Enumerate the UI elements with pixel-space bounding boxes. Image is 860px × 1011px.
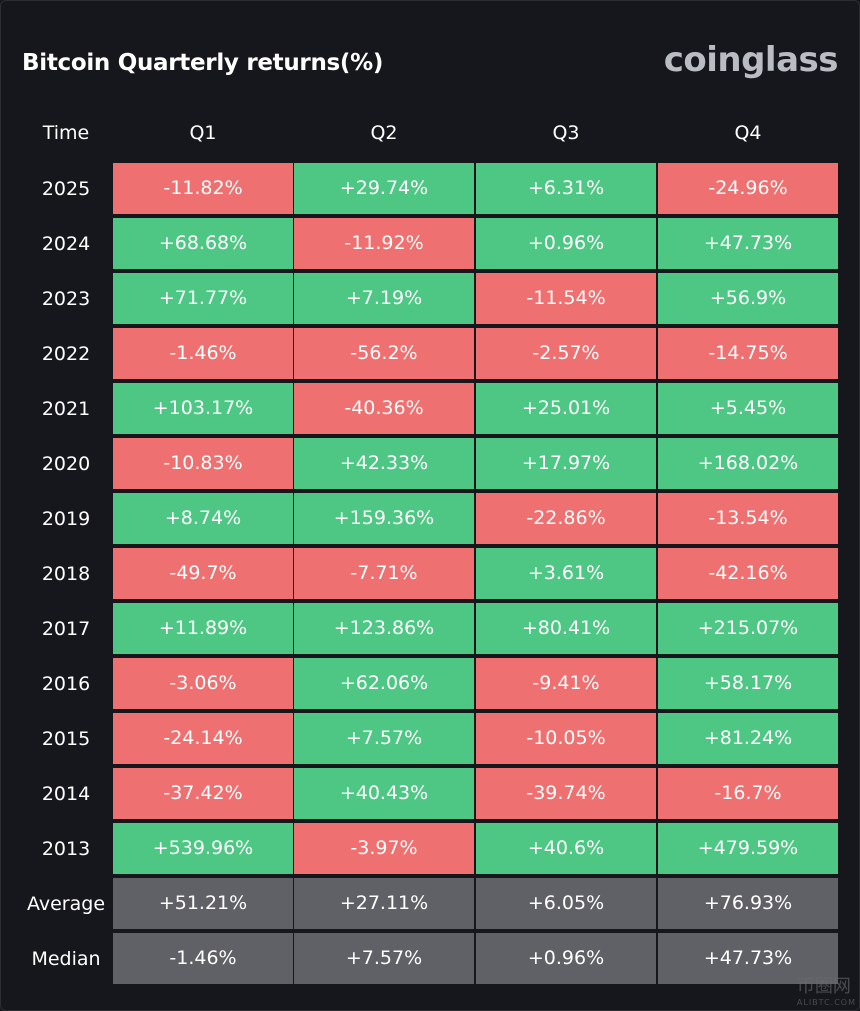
- column-header: Time: [42, 122, 90, 144]
- return-cell: -56.2%: [294, 328, 474, 379]
- return-cell: -10.05%: [476, 713, 656, 764]
- year-label: 2019: [41, 508, 91, 530]
- return-cell: +103.17%: [113, 383, 293, 434]
- return-cell: +539.96%: [113, 823, 293, 874]
- column-header: Q3: [552, 122, 580, 144]
- return-cell: +3.61%: [476, 548, 656, 599]
- year-label: 2015: [41, 728, 91, 750]
- return-cell: -24.14%: [113, 713, 293, 764]
- summary-cell: +51.21%: [113, 878, 293, 929]
- return-cell: +123.86%: [294, 603, 474, 654]
- return-cell: +80.41%: [476, 603, 656, 654]
- year-label: 2022: [41, 343, 91, 365]
- summary-row-label: Average: [26, 893, 106, 915]
- return-cell: +58.17%: [658, 658, 838, 709]
- return-cell: +0.96%: [476, 218, 656, 269]
- year-label: 2018: [41, 563, 91, 585]
- return-cell: +68.68%: [113, 218, 293, 269]
- return-cell: -11.54%: [476, 273, 656, 324]
- return-cell: -49.7%: [113, 548, 293, 599]
- return-cell: +6.31%: [476, 163, 656, 214]
- return-cell: +25.01%: [476, 383, 656, 434]
- return-cell: -11.82%: [113, 163, 293, 214]
- summary-cell: +27.11%: [294, 878, 474, 929]
- year-label: 2016: [41, 673, 91, 695]
- summary-cell: -1.46%: [113, 933, 293, 984]
- return-cell: -3.97%: [294, 823, 474, 874]
- column-header: Q1: [189, 122, 217, 144]
- column-header: Q2: [370, 122, 398, 144]
- watermark: 币圈网 ALIBTC.COM: [797, 972, 856, 1007]
- return-cell: +168.02%: [658, 438, 838, 489]
- return-cell: -3.06%: [113, 658, 293, 709]
- return-cell: +81.24%: [658, 713, 838, 764]
- return-cell: -11.92%: [294, 218, 474, 269]
- return-cell: +62.06%: [294, 658, 474, 709]
- watermark-sub: ALIBTC.COM: [796, 998, 856, 1007]
- watermark-text: 币圈网: [796, 976, 851, 997]
- column-header: Q4: [734, 122, 762, 144]
- return-cell: +7.19%: [294, 273, 474, 324]
- year-label: 2021: [41, 398, 91, 420]
- return-cell: -1.46%: [113, 328, 293, 379]
- year-label: 2013: [41, 838, 91, 860]
- year-label: 2024: [41, 233, 91, 255]
- return-cell: +71.77%: [113, 273, 293, 324]
- return-cell: +7.57%: [294, 713, 474, 764]
- return-cell: -22.86%: [476, 493, 656, 544]
- return-cell: +42.33%: [294, 438, 474, 489]
- return-cell: +159.36%: [294, 493, 474, 544]
- summary-cell: +6.05%: [476, 878, 656, 929]
- return-cell: +40.6%: [476, 823, 656, 874]
- summary-cell: +0.96%: [476, 933, 656, 984]
- return-cell: +17.97%: [476, 438, 656, 489]
- return-cell: +11.89%: [113, 603, 293, 654]
- return-cell: -42.16%: [658, 548, 838, 599]
- return-cell: -14.75%: [658, 328, 838, 379]
- return-cell: -9.41%: [476, 658, 656, 709]
- summary-row-label: Median: [31, 948, 101, 970]
- return-cell: -37.42%: [113, 768, 293, 819]
- brand-logo: coinglass: [663, 40, 839, 80]
- return-cell: +40.43%: [294, 768, 474, 819]
- return-cell: -10.83%: [113, 438, 293, 489]
- chart-title: Bitcoin Quarterly returns(%): [22, 50, 384, 76]
- return-cell: -13.54%: [658, 493, 838, 544]
- year-label: 2020: [41, 453, 91, 475]
- return-cell: +29.74%: [294, 163, 474, 214]
- summary-cell: +76.93%: [658, 878, 838, 929]
- return-cell: -39.74%: [476, 768, 656, 819]
- year-label: 2017: [41, 618, 91, 640]
- summary-cell: +47.73%: [658, 933, 838, 984]
- return-cell: +5.45%: [658, 383, 838, 434]
- return-cell: -2.57%: [476, 328, 656, 379]
- year-label: 2025: [41, 178, 91, 200]
- return-cell: +215.07%: [658, 603, 838, 654]
- return-cell: -16.7%: [658, 768, 838, 819]
- year-label: 2014: [41, 783, 91, 805]
- year-label: 2023: [41, 288, 91, 310]
- return-cell: -40.36%: [294, 383, 474, 434]
- return-cell: +8.74%: [113, 493, 293, 544]
- summary-cell: +7.57%: [294, 933, 474, 984]
- return-cell: +47.73%: [658, 218, 838, 269]
- return-cell: -7.71%: [294, 548, 474, 599]
- return-cell: +479.59%: [658, 823, 838, 874]
- return-cell: +56.9%: [658, 273, 838, 324]
- return-cell: -24.96%: [658, 163, 838, 214]
